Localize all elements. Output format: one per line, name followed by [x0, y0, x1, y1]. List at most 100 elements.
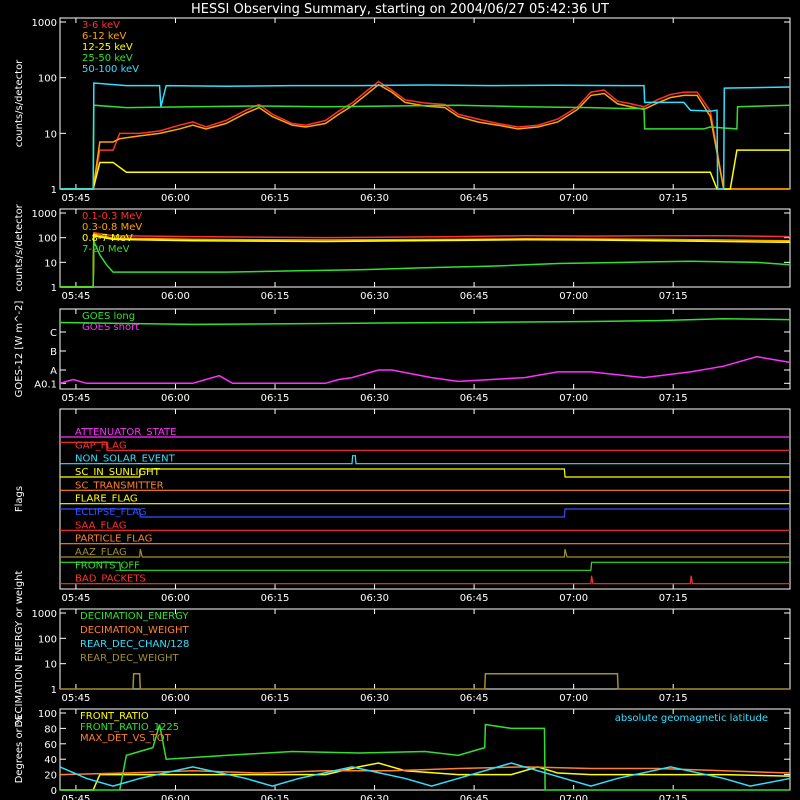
legend-entry: 0.3-0.8 MeV — [82, 222, 142, 233]
x-tick-label: 07:15 — [659, 593, 688, 604]
flag-label: BAD_PACKETS — [75, 574, 146, 585]
x-tick-label: 06:30 — [360, 794, 389, 800]
x-tick-label: 06:30 — [360, 593, 389, 604]
y-tick-label: 0 — [51, 786, 57, 797]
legend-entry: GOES long — [82, 311, 135, 322]
panel-frame — [59, 408, 791, 590]
chart-title: HESSI Observing Summary, starting on 200… — [191, 2, 609, 17]
x-tick-label: 06:15 — [261, 393, 290, 404]
y-tick-label: 40 — [44, 755, 57, 766]
y-tick-label: 80 — [44, 724, 57, 735]
x-tick-label: 06:45 — [460, 291, 489, 302]
x-tick-label: 07:00 — [559, 693, 588, 704]
panel-frame — [59, 308, 791, 390]
y-tick-label: 1 — [51, 283, 57, 294]
legend-entry: MAX_DET_VS_TOT — [80, 733, 172, 744]
y-tick-label: 1 — [51, 685, 57, 696]
panel-frame — [59, 208, 791, 288]
y-tick-label: 100 — [38, 634, 57, 645]
series-line — [60, 241, 791, 288]
panel-goes: 05:45 06:00 06:15 06:30 06:45 07:00 07:15 A0.1 A… — [14, 301, 791, 404]
x-tick-label: 07:15 — [659, 794, 688, 800]
y-axis-label: counts/s/detector — [14, 59, 25, 147]
series-line — [60, 672, 790, 690]
x-tick-label: 06:45 — [460, 593, 489, 604]
y-tick-label: 1 — [51, 185, 57, 196]
series-line — [60, 80, 790, 190]
legend-entry: 0.8-7 MeV — [82, 233, 133, 244]
y-axis-label: DECIMATION ENERGY or weight — [14, 570, 25, 727]
x-tick-label: 06:45 — [460, 193, 489, 204]
panel-frame — [59, 708, 791, 791]
y-tick-label: 60 — [44, 740, 57, 751]
x-tick-label: 06:30 — [360, 393, 389, 404]
x-tick-label: 06:45 — [460, 393, 489, 404]
flag-line-bad_packets — [60, 575, 790, 585]
x-tick-label: 07:15 — [659, 393, 688, 404]
panel-decimation: 05:45 06:00 06:15 06:30 06:45 07:00 07:15 1 10 10… — [14, 570, 791, 727]
legend-entry: 50-100 keV — [82, 64, 139, 75]
x-tick-label: 06:00 — [161, 593, 190, 604]
series-line — [59, 355, 791, 385]
flag-label: AAZ_FLAG — [75, 547, 127, 558]
x-tick-label: 07:00 — [559, 393, 588, 404]
y-tick-label: 1000 — [32, 609, 57, 620]
y-tick-label: 100 — [38, 709, 57, 720]
x-tick-label: 06:15 — [261, 794, 290, 800]
flag-label: SC_IN_SUNLIGHT — [75, 467, 161, 478]
legend-entry: 6-12 keV — [82, 31, 126, 42]
y-tick-label: A0.1 — [34, 379, 57, 390]
series-line — [59, 762, 791, 787]
x-tick-label: 05:45 — [62, 193, 91, 204]
y-tick-label: A — [50, 366, 57, 377]
series-line — [60, 149, 790, 190]
x-tick-label: 06:15 — [261, 291, 290, 302]
panel-counts: 05:45 06:00 06:15 06:30 06:45 07:00 07:15 1 10 10… — [14, 17, 791, 204]
flag-label: ATTENUATOR_STATE — [75, 427, 176, 438]
y-axis-label: GOES-12 [W m^-2] — [14, 301, 25, 398]
x-tick-label: 06:00 — [161, 193, 190, 204]
flag-line-aaz_flag — [60, 548, 790, 558]
series-line — [60, 82, 791, 190]
y-tick-label: 100 — [38, 74, 57, 85]
x-tick-label: 06:45 — [460, 693, 489, 704]
flag-line-eclipse_flag — [60, 508, 790, 518]
x-tick-label: 07:15 — [659, 193, 688, 204]
y-axis-label: Degrees or % — [14, 716, 25, 784]
x-tick-label: 06:30 — [360, 693, 389, 704]
y-tick-label: 10 — [44, 129, 57, 140]
x-tick-label: 07:00 — [559, 593, 588, 604]
series-line — [59, 766, 791, 776]
panel-frame — [59, 17, 791, 190]
legend-entry: REAR_DEC_CHAN/128 — [80, 639, 189, 650]
flag-line-fronts_off — [60, 561, 790, 571]
series-line — [60, 723, 790, 791]
y-axis-label: counts/s/detector — [14, 203, 25, 291]
legend-entry: 7-20 MeV — [82, 244, 130, 255]
legend-entry: FRONT_RATIO — [80, 711, 149, 722]
flag-line-sc_in_sunlight — [60, 468, 790, 478]
y-tick-label: 1000 — [32, 209, 57, 220]
x-tick-label: 05:45 — [62, 693, 91, 704]
legend-entry: 25-50 keV — [82, 53, 133, 64]
flag-line-non_solar_event — [60, 455, 790, 465]
series-line — [60, 104, 791, 190]
flag-label: NON_SOLAR_EVENT — [75, 454, 176, 465]
series-line — [60, 83, 790, 190]
panel-ratio: 05:45 06:00 06:15 06:30 06:45 07:00 07:15 0 20 40… — [14, 708, 791, 800]
x-tick-label: 07:15 — [659, 291, 688, 302]
legend-entry: FRONT_RATIO_1225 — [80, 722, 179, 733]
x-tick-label: 07:00 — [559, 291, 588, 302]
flag-label: SAA_FLAG — [75, 520, 126, 531]
legend-entry: 12-25 keV — [82, 42, 133, 53]
x-tick-label: 06:30 — [360, 291, 389, 302]
x-tick-label: 06:00 — [161, 693, 190, 704]
x-tick-label: 06:15 — [261, 693, 290, 704]
flag-label: FLARE_FLAG — [75, 494, 138, 505]
flag-label: PARTICLE_FLAG — [75, 534, 152, 545]
legend-entry: DECIMATION_WEIGHT — [80, 625, 189, 636]
x-tick-label: 06:30 — [360, 193, 389, 204]
legend-entry: 0.1-0.3 MeV — [82, 211, 142, 222]
y-tick-label: 1000 — [32, 18, 57, 29]
